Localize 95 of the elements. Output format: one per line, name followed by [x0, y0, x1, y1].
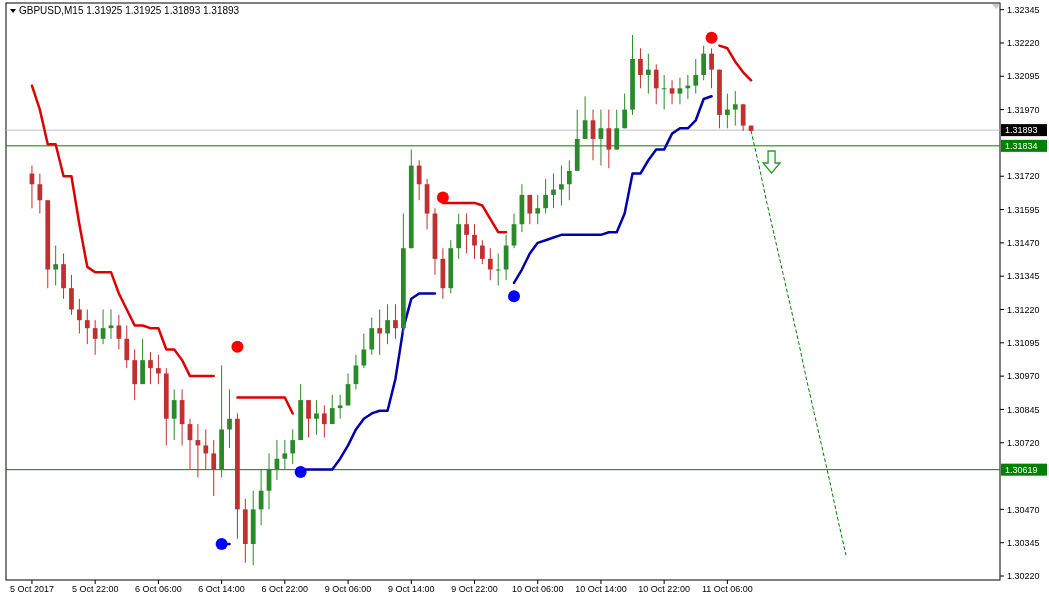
x-tick-label: 6 Oct 14:00: [198, 584, 245, 594]
candlestick: [124, 324, 130, 369]
y-tick-label: 1.30970: [1007, 371, 1040, 382]
candlestick: [709, 47, 714, 89]
candlestick: [622, 93, 627, 129]
point: [436, 191, 449, 204]
ref-line-label: 1.31834: [1005, 141, 1038, 151]
candlestick: [203, 428, 209, 470]
x-tick-label: 5 Oct 22:00: [71, 584, 119, 594]
y-tick-label: 1.32345: [1007, 4, 1040, 15]
candlestick: [171, 388, 177, 441]
y-tick-label: 1.31720: [1007, 171, 1040, 182]
candlestick: [495, 253, 501, 286]
candlestick: [456, 213, 462, 260]
candlestick: [227, 388, 232, 449]
x-tick-label: 5 Oct 2017: [9, 584, 54, 594]
point: [705, 31, 718, 44]
point: [231, 340, 244, 353]
x-tick-label: 6 Oct 06:00: [135, 584, 182, 594]
candlestick: [148, 351, 153, 385]
candlestick: [156, 354, 161, 385]
candlestick: [645, 53, 651, 95]
candlestick: [693, 58, 699, 95]
candlestick: [732, 90, 738, 127]
y-tick-label: 1.30720: [1007, 437, 1040, 448]
candlestick: [290, 428, 296, 465]
y-tick-label: 1.32095: [1007, 71, 1040, 82]
candlestick: [653, 63, 659, 105]
candlestick: [551, 173, 556, 209]
candlestick: [566, 159, 572, 201]
candlestick: [69, 274, 74, 316]
candlestick: [361, 332, 367, 369]
candlestick: [472, 223, 477, 260]
candlestick: [377, 308, 383, 356]
candlestick: [337, 394, 343, 420]
candlestick: [638, 47, 643, 89]
candlestick: [669, 79, 675, 105]
ref-line-label: 1.31893: [1005, 125, 1038, 136]
candlestick: [725, 93, 730, 129]
point: [294, 466, 307, 479]
y-tick-label: 1.31095: [1007, 337, 1040, 348]
candlestick: [543, 178, 548, 215]
y-tick-label: 1.31220: [1007, 304, 1040, 315]
x-tick-label: 6 Oct 22:00: [261, 584, 309, 594]
candlestick: [321, 404, 327, 438]
y-tick-label: 1.31970: [1007, 104, 1040, 115]
candlestick: [487, 247, 493, 281]
candlestick: [108, 308, 114, 340]
x-tick-label: 11 Oct 06:00: [701, 584, 753, 594]
candlestick: [329, 394, 335, 425]
chart-title: GBPUSD,M15 1.31925 1.31925 1.31893 1.31893: [19, 5, 240, 16]
x-tick-label: 10 Oct 06:00: [511, 584, 564, 594]
candlestick: [480, 239, 485, 265]
candlestick: [61, 253, 66, 300]
candlestick: [559, 165, 564, 207]
x-tick-label: 9 Oct 14:00: [388, 584, 435, 594]
candlestick: [385, 303, 390, 345]
y-tick-label: 1.32220: [1007, 38, 1040, 49]
candlestick: [606, 109, 612, 169]
candlestick: [369, 316, 375, 356]
candlestick: [701, 45, 707, 81]
point: [215, 538, 228, 551]
candlestick: [53, 245, 59, 286]
y-tick-label: 1.30345: [1007, 537, 1040, 548]
y-tick-label: 1.31595: [1007, 204, 1040, 215]
candlestick: [132, 348, 138, 401]
y-tick-label: 1.30220: [1007, 571, 1040, 582]
y-tick-label: 1.30470: [1007, 504, 1040, 515]
candlestick: [677, 77, 683, 105]
candlestick: [314, 399, 319, 436]
candlestick: [416, 159, 422, 201]
y-tick-label: 1.30845: [1007, 404, 1040, 415]
y-tick-label: 1.31345: [1007, 271, 1040, 282]
candlestick: [84, 308, 90, 345]
candlestick: [535, 194, 541, 225]
candlestick: [37, 173, 43, 215]
candlestick: [393, 303, 398, 340]
candlestick: [92, 319, 98, 356]
candlestick: [661, 74, 667, 111]
candlestick: [282, 439, 288, 470]
candlestick: [211, 439, 217, 497]
x-tick-label: 9 Oct 06:00: [324, 584, 372, 594]
candlestick: [306, 399, 311, 438]
ref-line-label: 1.30619: [1005, 464, 1038, 475]
x-tick-label: 9 Oct 22:00: [451, 584, 498, 594]
candlestick: [614, 109, 620, 151]
candlestick: [527, 194, 533, 225]
x-tick-label: 10 Oct 22:00: [638, 584, 690, 594]
point: [508, 290, 520, 303]
candlestick: [464, 213, 469, 255]
x-tick-label: 10 Oct 14:00: [575, 584, 627, 594]
candlestick: [140, 338, 145, 385]
candlestick: [77, 298, 82, 334]
y-tick-label: 1.31470: [1007, 238, 1040, 249]
candlestick: [740, 103, 746, 132]
